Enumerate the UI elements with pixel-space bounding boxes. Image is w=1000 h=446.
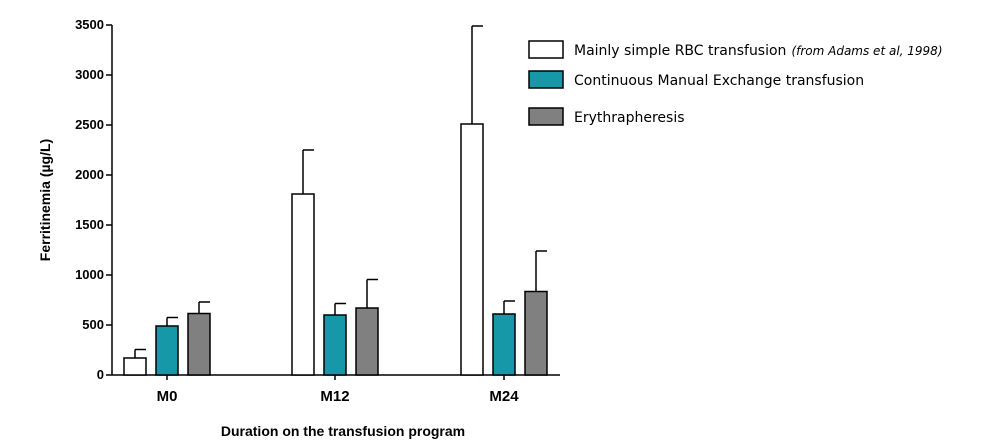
axes: 0 500 1000 1500 2000 2500 3000 3500 M0 M12 M24: [75, 17, 560, 405]
bar: [187, 312, 211, 376]
bars: [123, 25, 548, 376]
bar: [291, 193, 315, 376]
bar: [524, 290, 548, 376]
legend-label: Mainly simple RBC transfusion (from Adams…: [574, 43, 943, 59]
y-tick-label: 1500: [75, 217, 104, 232]
bar: [460, 123, 484, 376]
legend-swatch: [528, 70, 564, 89]
y-tick-label: 1000: [75, 267, 104, 282]
x-tick-label: M12: [320, 388, 349, 405]
y-tick-label: 2500: [75, 117, 104, 132]
legend-swatch: [528, 107, 564, 126]
y-tick-label: 3000: [75, 67, 104, 82]
y-tick-label: 3500: [75, 17, 104, 32]
legend-swatch: [528, 40, 564, 59]
legend-label: Erythrapheresis: [574, 110, 685, 126]
bar: [323, 314, 347, 376]
legend-label: Continuous Manual Exchange transfusion: [574, 73, 864, 89]
x-axis-title: Duration on the transfusion program: [221, 423, 465, 439]
y-tick-label: 0: [97, 367, 104, 382]
bar: [123, 357, 147, 376]
y-tick-label: 2000: [75, 167, 104, 182]
legend: Mainly simple RBC transfusion (from Adams…: [528, 40, 943, 126]
y-axis-title: Ferritinemia (µg/L): [37, 139, 53, 261]
bar: [355, 307, 379, 376]
x-tick-label: M0: [157, 388, 178, 405]
bar: [492, 313, 516, 376]
y-tick-label: 500: [82, 317, 104, 332]
x-tick-label: M24: [489, 388, 519, 405]
bar: [155, 325, 179, 376]
